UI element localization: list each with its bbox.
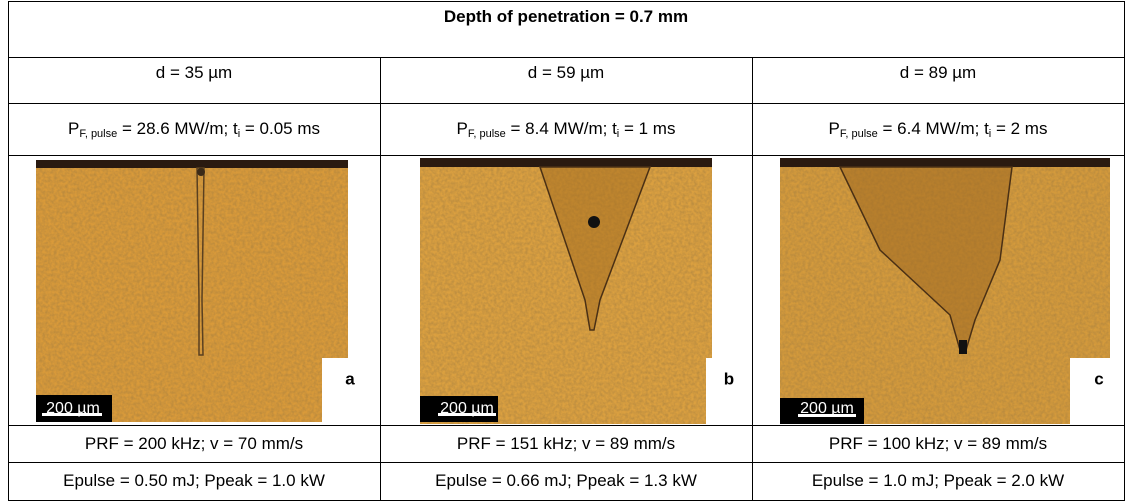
prf: PRF = 200 kHz; v = 70 mm/s	[84, 433, 304, 453]
border	[1124, 1, 1125, 501]
text: = 28.6 MW/m; t	[117, 118, 238, 138]
border	[380, 57, 381, 501]
energy: Epulse = 0.50 mJ; Ppeak = 1.0 kW	[63, 471, 325, 490]
border	[752, 57, 753, 501]
prf: PRF = 100 kHz; v = 89 mm/s	[828, 433, 1048, 453]
text: = 1 ms	[619, 118, 676, 138]
border	[8, 425, 1125, 426]
scale-label: 200 µm	[440, 400, 494, 417]
power-text: PF, pulse = 8.4 MW/m; ti = 1 ms	[457, 119, 676, 140]
panel-label: a	[345, 369, 355, 388]
diameter: d = 59 µm	[527, 63, 605, 82]
panel-label: b	[724, 369, 734, 388]
energy: Epulse = 0.66 mJ; Ppeak = 1.3 kW	[435, 471, 697, 490]
subscript: F, pulse	[467, 127, 506, 140]
power: PF, pulse = 28.6 MW/m; ti = 0.05 ms	[8, 103, 380, 155]
panel-label: c	[1094, 369, 1103, 388]
symbol: P	[456, 118, 468, 138]
border	[8, 462, 1125, 463]
power: PF, pulse = 8.4 MW/m; ti = 1 ms	[380, 103, 752, 155]
micrograph-a	[36, 160, 378, 425]
scale-label: 200 µm	[46, 400, 100, 417]
diameter: d = 89 µm	[899, 63, 977, 82]
text: = 6.4 MW/m; t	[877, 118, 989, 138]
scale-label: 200 µm	[800, 400, 854, 417]
subscript: F, pulse	[839, 127, 878, 140]
border	[8, 57, 1125, 58]
energy: Epulse = 1.0 mJ; Ppeak = 2.0 kW	[811, 471, 1065, 490]
prf: PRF = 151 kHz; v = 89 mm/s	[456, 433, 676, 453]
subscript: i	[988, 127, 992, 140]
symbol: P	[67, 118, 80, 138]
diameter: d = 35 µm	[155, 63, 233, 82]
text: = 8.4 MW/m; t	[505, 118, 617, 138]
subscript: i	[616, 127, 620, 140]
border	[8, 1, 9, 501]
power-text: PF, pulse = 6.4 MW/m; ti = 2 ms	[829, 119, 1048, 140]
border	[8, 1, 1125, 2]
power-text: PF, pulse = 28.6 MW/m; ti = 0.05 ms	[68, 119, 320, 140]
border	[8, 500, 1125, 501]
subscript: i	[237, 127, 241, 140]
text: = 0.05 ms	[240, 118, 321, 138]
border	[8, 155, 1125, 156]
micrograph-c	[780, 158, 1124, 425]
symbol: P	[828, 118, 840, 138]
micrograph-b	[420, 158, 752, 425]
header-title: Depth of penetration = 0.7 mm	[443, 7, 689, 26]
text: = 2 ms	[991, 118, 1048, 138]
border	[8, 103, 1125, 104]
power: PF, pulse = 6.4 MW/m; ti = 2 ms	[752, 103, 1124, 155]
subscript: F, pulse	[79, 127, 118, 140]
